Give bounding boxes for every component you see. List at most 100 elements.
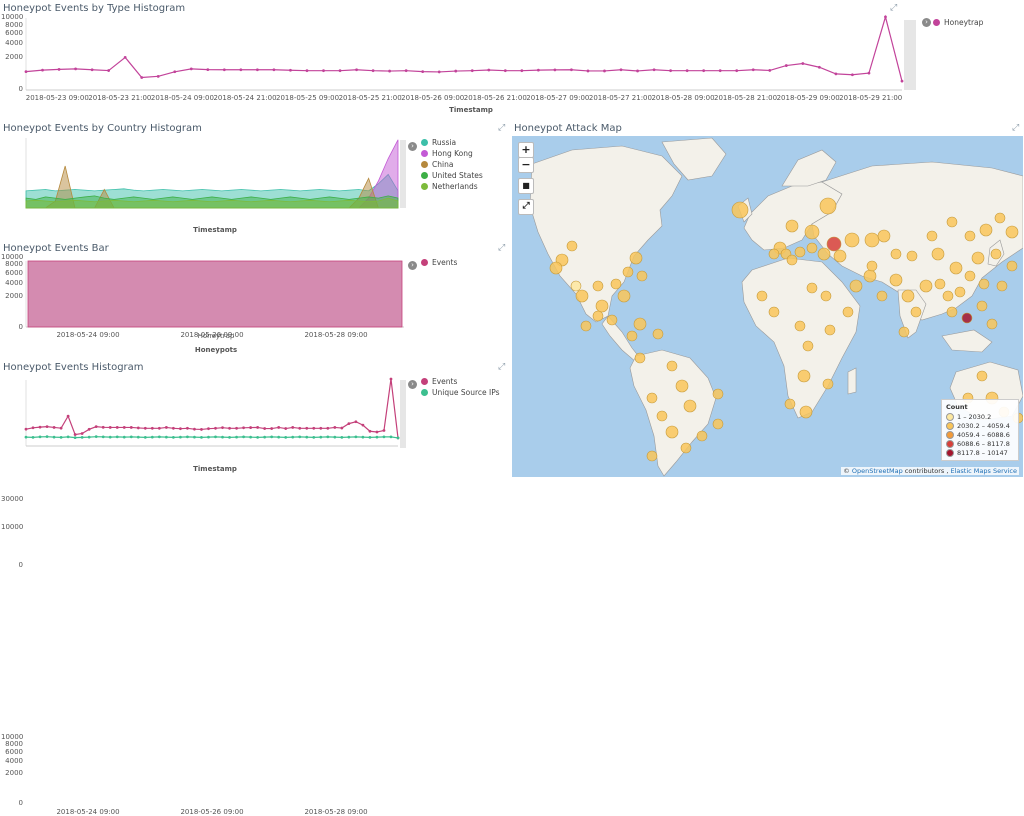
events-point [214,426,217,430]
map-canvas[interactable] [512,136,1023,477]
legend-dot-icon [421,183,428,190]
honeytrap-point [289,68,292,72]
unique-source-ips-point [179,435,182,439]
unique-source-ips-point [150,435,154,439]
legend-label: Unique Source IPs [432,388,500,397]
panel-title: Honeypot Events by Type Histogram [3,3,186,14]
map-legend-item: 8117.8 – 10147 [946,448,1014,457]
x-tick-label: 2018-05-27 09:00 [526,94,590,102]
expand-icon[interactable]: ⤢ [498,243,506,253]
y-tick-label: 10000 [1,13,24,21]
events-point [354,420,358,424]
honeytrap-point [206,68,210,72]
expand-icon[interactable]: ⤢ [890,3,898,13]
map-marker [819,197,837,215]
honeytrap-point [305,69,309,73]
legend-item[interactable]: Netherlands [421,181,483,192]
unique-source-ips-point [214,435,217,439]
map-marker [898,326,910,338]
events-point [312,426,316,430]
panel-title: Honeypot Events by Country Histogram [3,123,202,134]
unique-source-ips-point [193,435,196,439]
map-legend-swatch-icon [946,412,954,421]
legend-scrollbar[interactable] [904,20,916,90]
legend-item[interactable]: Honeytrap [933,17,983,28]
events-point [263,427,267,430]
legend-label: Hong Kong [432,149,473,158]
map-marker [926,230,938,242]
map-marker [606,314,618,326]
map-legend-swatch-icon [946,439,954,448]
unique-source-ips-point [171,435,175,439]
ems-link[interactable]: Elastic Maps Service [950,467,1017,475]
map-legend-item: 6088.6 – 8117.8 [946,439,1014,448]
unique-source-ips-point [200,435,203,439]
map-marker [844,232,860,248]
unique-source-ips-point [221,435,224,439]
honeytrap-point [900,79,904,83]
legend-item[interactable]: United States [421,170,483,181]
legend-scrollbar[interactable] [400,140,406,208]
events-point [101,425,105,429]
map-marker [890,248,902,260]
unique-source-ips-point [164,435,168,439]
legend-toggle-icon[interactable]: › [408,261,417,270]
legend-item[interactable]: Unique Source IPs [421,387,500,398]
draw-shape-button[interactable]: ■ [518,178,534,194]
osm-link[interactable]: OpenStreetMap [851,467,903,475]
legend-item[interactable]: Events [421,376,500,387]
legend-item[interactable]: Hong Kong [421,148,483,159]
honeytrap-point [355,68,358,72]
events-point [193,427,196,431]
attack-map[interactable]: + − ■ ⤢ Count 1 – 2030.2 2030.2 – 4059.4 4… [512,136,1023,477]
map-marker [849,279,863,293]
map-legend-swatch-icon [946,421,954,430]
honeytrap-point [322,69,325,73]
expand-icon[interactable]: ⤢ [498,362,506,372]
unique-source-ips-point [277,435,281,439]
legend-toggle-icon[interactable]: › [408,380,417,389]
legend-scrollbar[interactable] [400,380,406,448]
map-marker [889,273,903,287]
legend-toggle-icon[interactable]: › [408,142,417,151]
honeytrap-line [25,14,903,82]
legend-toggle-icon[interactable]: › [922,18,931,27]
events-point [305,426,309,430]
x-tick-label: 2018-05-23 09:00 [25,94,89,102]
map-marker [964,270,976,282]
y-tick-label: 4000 [5,39,23,48]
x-axis-label: Timestamp [449,106,493,114]
expand-icon[interactable]: ⤢ [1012,123,1020,133]
legend-item[interactable]: China [421,159,483,170]
map-marker [986,318,998,330]
honeytrap-point [487,68,491,72]
events-point [171,426,175,430]
map-marker [910,306,922,318]
events-point [59,426,63,430]
x-tick-label: 2018-05-24 09:00 [150,94,214,102]
unique-source-ips-point [340,435,344,439]
map-marker [820,290,832,302]
legend: Events [421,257,457,268]
map-marker [976,370,988,382]
legend-item[interactable]: Russia [421,137,483,148]
events-point [207,427,210,431]
map-marker [646,450,658,462]
legend-dot-icon [421,259,428,266]
map-marker [656,410,668,422]
expand-icon[interactable]: ⤢ [498,123,506,133]
map-legend-label: 6088.6 – 8117.8 [957,439,1010,448]
x-tick-label: 2018-05-25 21:00 [338,94,402,102]
map-marker [794,320,806,332]
zoom-out-button[interactable]: − [518,157,534,173]
y-tick-label: 2000 [5,769,23,778]
unique-source-ips-point [354,435,358,439]
fit-data-bounds-button[interactable]: ⤢ [518,199,534,215]
map-marker [680,442,692,454]
legend-dot-icon [421,161,428,168]
events-point [235,426,238,430]
zoom-in-button[interactable]: + [518,142,534,158]
unique-source-ips-point [80,435,84,439]
legend-item[interactable]: Events [421,257,457,268]
honeytrap-point [239,68,243,72]
